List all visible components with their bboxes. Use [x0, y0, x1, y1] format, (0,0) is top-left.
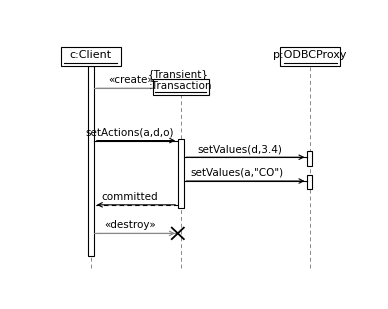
- Text: setValues(d,3.4): setValues(d,3.4): [197, 144, 282, 154]
- Bar: [307, 175, 312, 189]
- Bar: [88, 66, 94, 256]
- Bar: [61, 47, 121, 66]
- Text: «destroy»: «destroy»: [104, 220, 156, 230]
- Text: :Transaction: :Transaction: [149, 81, 213, 91]
- Text: «create»: «create»: [108, 75, 154, 85]
- Bar: [280, 47, 340, 66]
- Text: setActions(a,d,o): setActions(a,d,o): [85, 128, 174, 138]
- Text: committed: committed: [101, 192, 158, 202]
- Bar: [307, 151, 312, 166]
- Text: c:Client: c:Client: [69, 50, 112, 60]
- Text: setValues(a,"CO"): setValues(a,"CO"): [191, 168, 284, 178]
- Bar: [153, 79, 209, 95]
- Text: {Transient}: {Transient}: [148, 69, 209, 79]
- Text: p:ODBCProxy: p:ODBCProxy: [274, 50, 347, 60]
- Bar: [178, 139, 184, 208]
